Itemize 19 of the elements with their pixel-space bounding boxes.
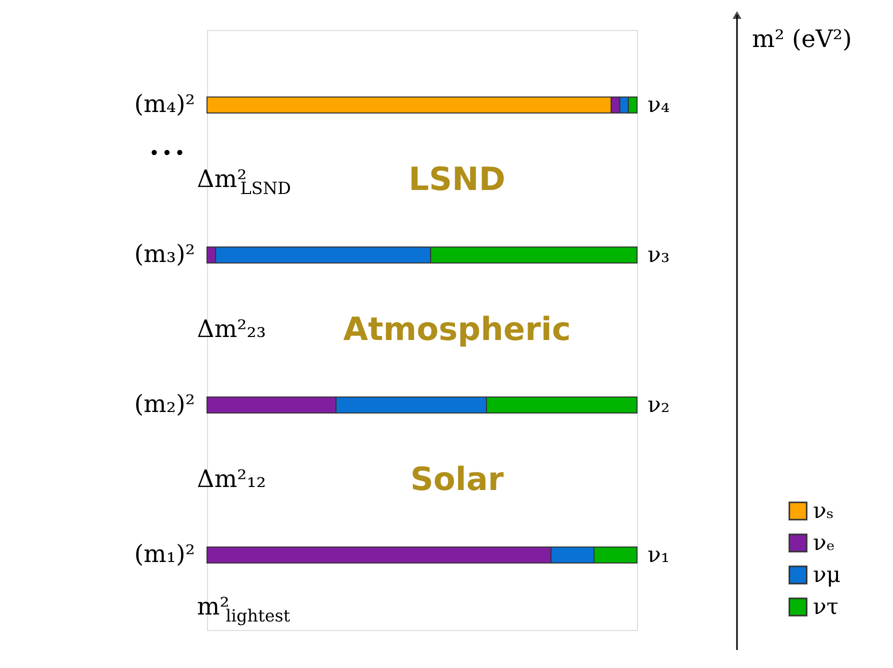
annotation: Δm²₁₂ (197, 465, 266, 493)
y-tick-label: ν₃ (648, 243, 670, 268)
y-axis-title: m² (eV²) (752, 25, 852, 53)
text: (m₂)² (134, 390, 195, 418)
text: (m₁)² (134, 540, 195, 568)
y-tick-label: ν₂ (648, 393, 670, 418)
text: ... (148, 118, 186, 164)
annotation: Atmospheric (343, 310, 571, 348)
y-tick-label: ν₁ (648, 543, 670, 568)
text: (m₃)² (134, 240, 195, 268)
legend-label: νₑ (813, 531, 835, 556)
legend-label: νₛ (813, 499, 834, 524)
annotation: Δm²₂₃ (197, 315, 266, 343)
legend-label: ντ (813, 595, 839, 620)
annotation: LSND (408, 160, 506, 198)
y-tick-label: ν₄ (648, 93, 670, 118)
text: (m₄)² (134, 90, 195, 118)
legend-label: νμ (813, 563, 841, 588)
annotation: Solar (410, 460, 504, 498)
